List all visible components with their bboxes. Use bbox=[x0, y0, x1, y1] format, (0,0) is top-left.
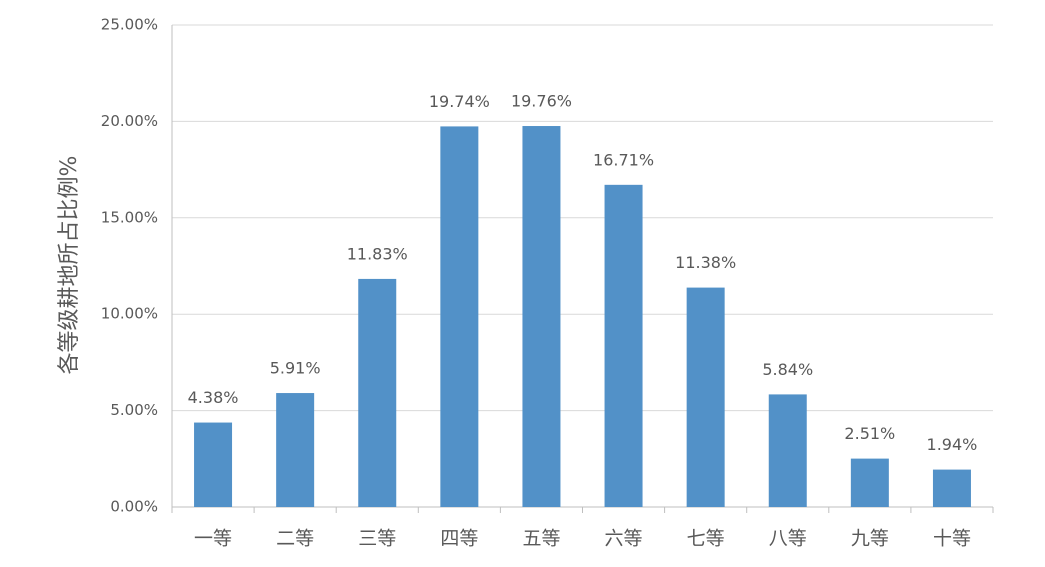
y-tick-label: 25.00% bbox=[101, 16, 158, 34]
x-tick-label: 五等 bbox=[522, 528, 560, 550]
bar bbox=[850, 458, 889, 507]
y-tick-label: 0.00% bbox=[110, 498, 158, 516]
bar bbox=[194, 422, 233, 507]
y-tick-label: 5.00% bbox=[110, 401, 158, 419]
x-tick-label: 三等 bbox=[358, 528, 396, 550]
bar bbox=[522, 126, 561, 508]
data-label: 2.51% bbox=[844, 424, 895, 443]
x-tick-label: 四等 bbox=[440, 528, 478, 550]
bar bbox=[358, 278, 397, 507]
x-tick-label: 十等 bbox=[933, 528, 971, 550]
data-label: 19.76% bbox=[511, 92, 572, 111]
y-axis-label: 各等级耕地所占比例% bbox=[57, 156, 82, 375]
bar bbox=[768, 394, 807, 507]
bar bbox=[686, 287, 725, 507]
x-tick-label: 一等 bbox=[194, 528, 232, 550]
y-tick-label: 20.00% bbox=[101, 112, 158, 130]
x-tick-label: 九等 bbox=[851, 528, 889, 550]
data-label: 16.71% bbox=[593, 150, 654, 169]
data-label: 4.38% bbox=[188, 388, 239, 407]
x-tick-label: 八等 bbox=[769, 528, 807, 550]
data-label: 5.91% bbox=[270, 359, 321, 378]
bar bbox=[440, 126, 479, 507]
data-label: 5.84% bbox=[762, 360, 813, 379]
bar bbox=[276, 393, 315, 507]
data-label: 1.94% bbox=[927, 435, 978, 454]
x-tick-label: 六等 bbox=[605, 528, 643, 550]
data-label: 11.38% bbox=[675, 253, 736, 272]
x-tick-label: 七等 bbox=[687, 528, 725, 550]
bar bbox=[932, 469, 971, 507]
x-tick-label: 二等 bbox=[276, 528, 314, 550]
bar bbox=[604, 184, 643, 507]
y-tick-label: 15.00% bbox=[101, 208, 158, 226]
data-label: 11.83% bbox=[347, 244, 408, 263]
y-tick-label: 10.00% bbox=[101, 305, 158, 323]
data-label: 19.74% bbox=[429, 92, 490, 111]
